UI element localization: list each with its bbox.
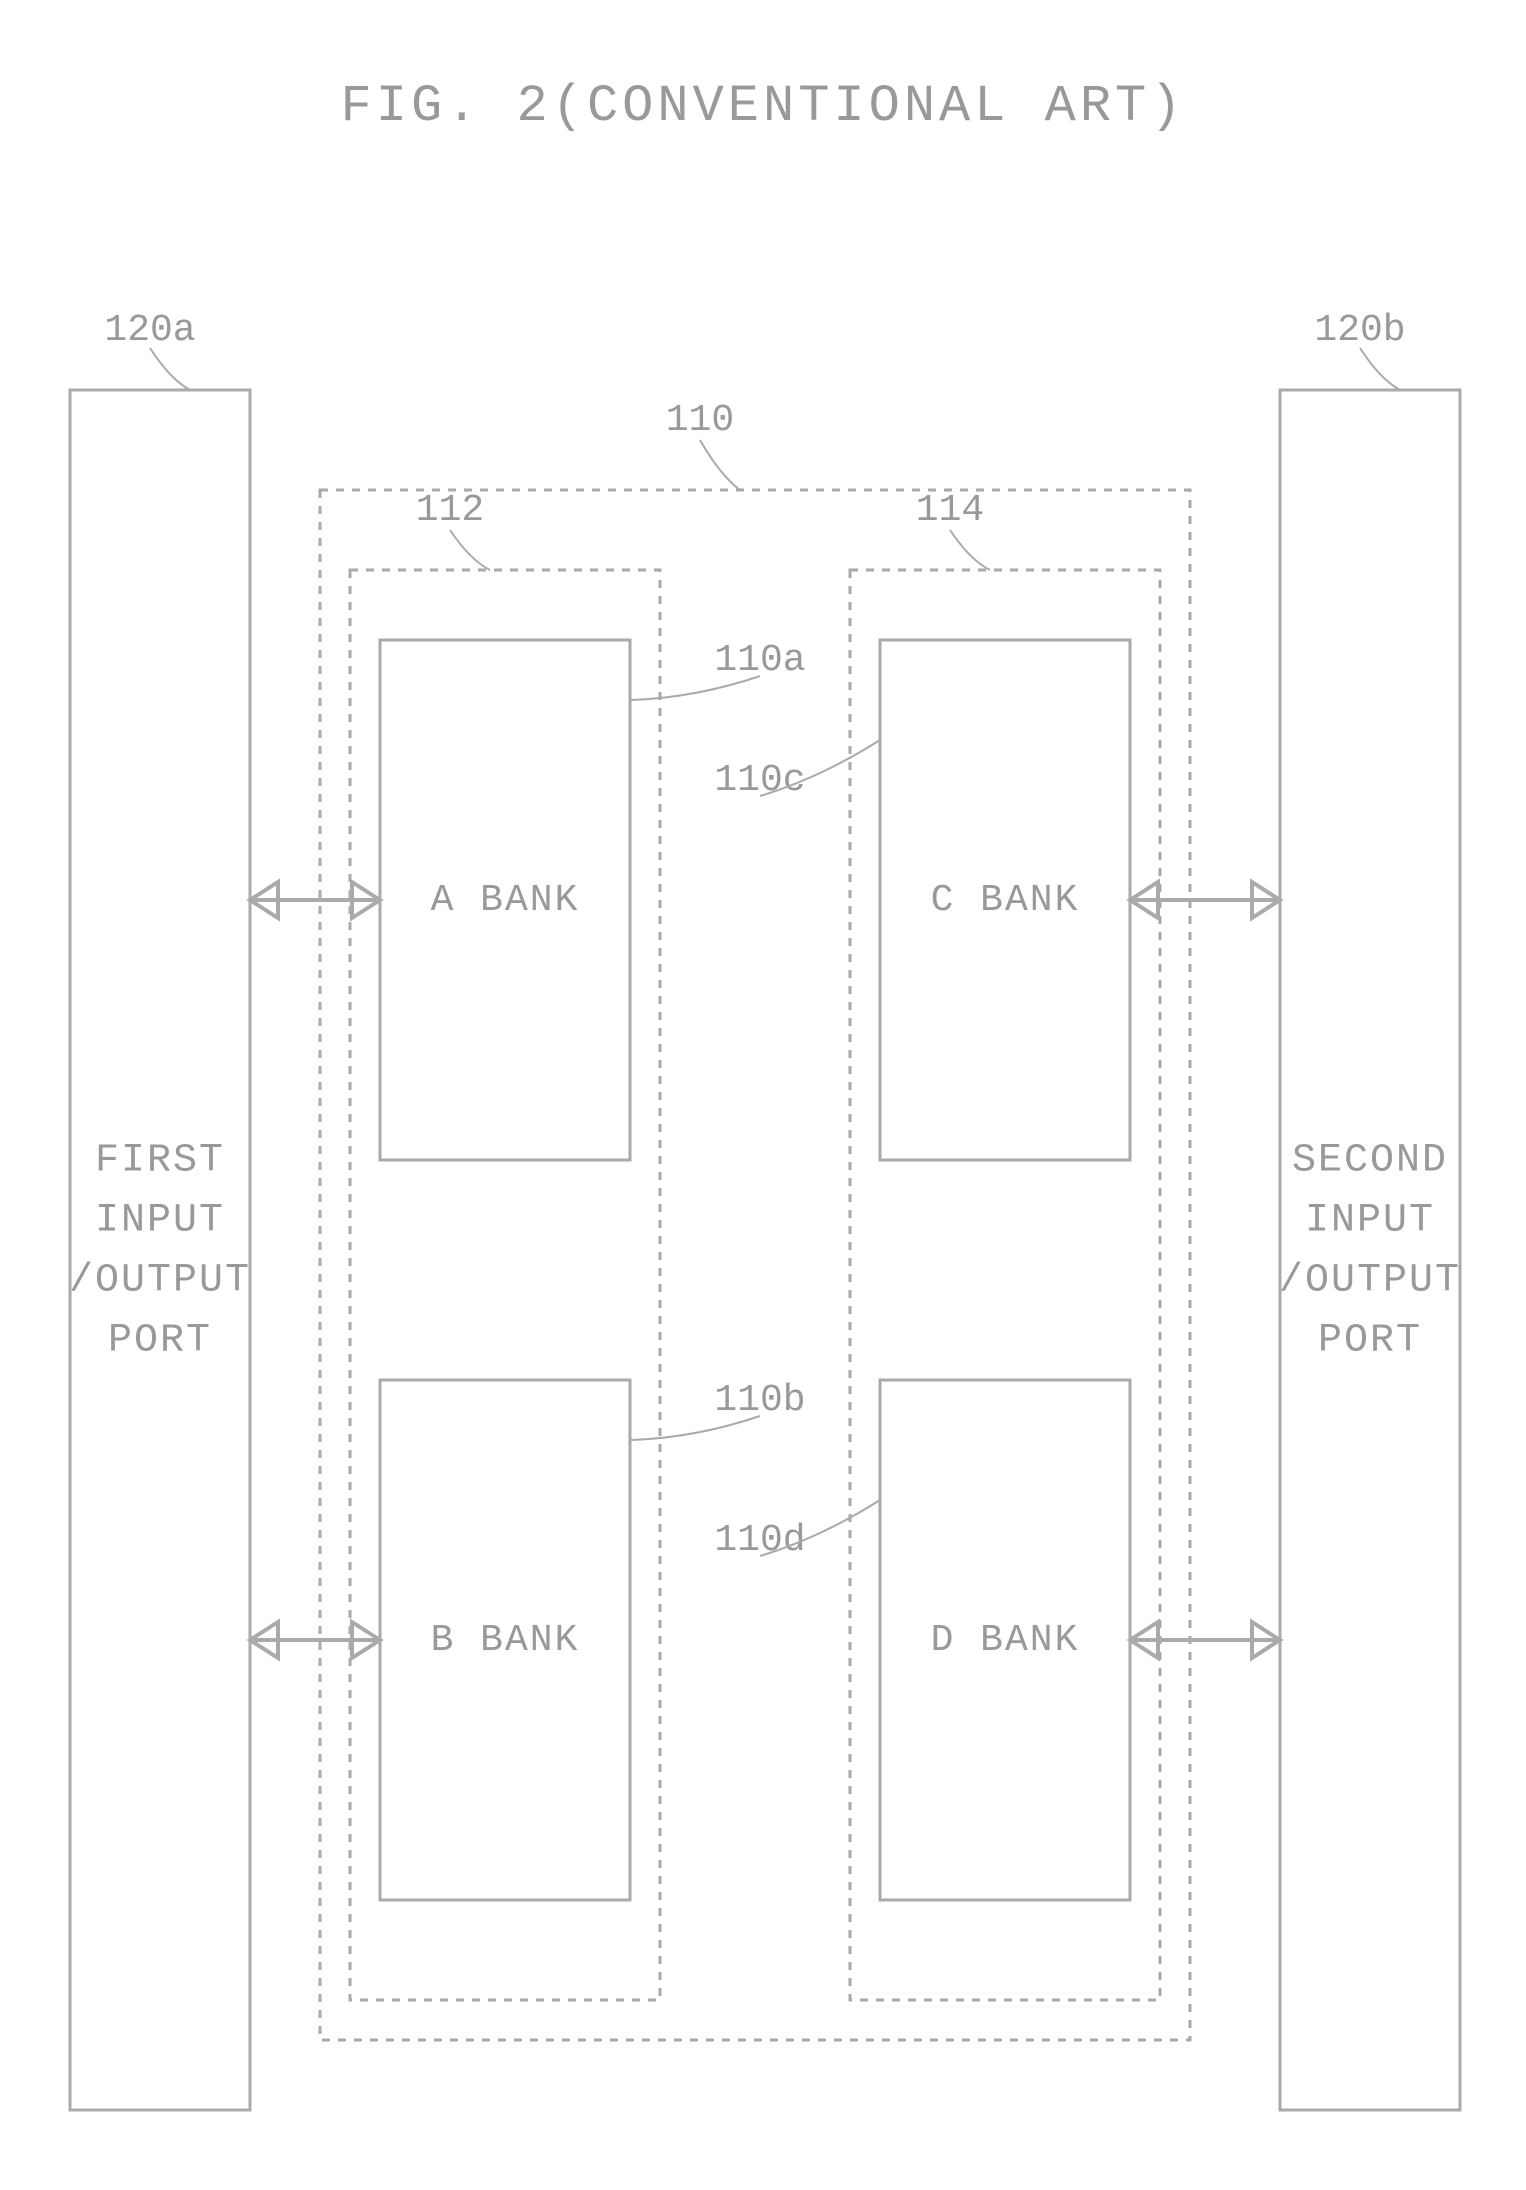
right-dashed-box (850, 570, 1160, 2000)
bank-D-label: D BANK (931, 1619, 1080, 1662)
first-io-port-label: FIRST (95, 1139, 225, 1184)
second-io-port-ref: 120b (1314, 309, 1405, 352)
first-io-port-label: PORT (108, 1319, 212, 1364)
double-arrow (250, 882, 380, 918)
double-arrow (1130, 1622, 1280, 1658)
second-io-port-label: /OUTPUT (1279, 1259, 1461, 1304)
bank-A-label: A BANK (431, 879, 580, 922)
figure-title: FIG. 2(CONVENTIONAL ART) (341, 77, 1186, 136)
first-io-port-label: /OUTPUT (69, 1259, 251, 1304)
left-dashed-box-ref: 112 (416, 489, 484, 532)
second-io-port (1280, 390, 1460, 2110)
second-io-port-label: INPUT (1305, 1199, 1435, 1244)
bank-A-ref: 110a (714, 639, 805, 682)
bank-B-label: B BANK (431, 1619, 580, 1662)
first-io-port (70, 390, 250, 2110)
left-dashed-box (350, 570, 660, 2000)
second-io-port-label: SECOND (1292, 1139, 1448, 1184)
outer-dashed-box (320, 490, 1190, 2040)
bank-B-ref: 110b (714, 1379, 805, 1422)
double-arrow (250, 1622, 380, 1658)
outer-dashed-box-ref: 110 (666, 399, 734, 442)
double-arrow (1130, 882, 1280, 918)
second-io-port-label: PORT (1318, 1319, 1422, 1364)
bank-C-label: C BANK (931, 879, 1080, 922)
first-io-port-label: INPUT (95, 1199, 225, 1244)
right-dashed-box-ref: 114 (916, 489, 984, 532)
first-io-port-ref: 120a (104, 309, 195, 352)
